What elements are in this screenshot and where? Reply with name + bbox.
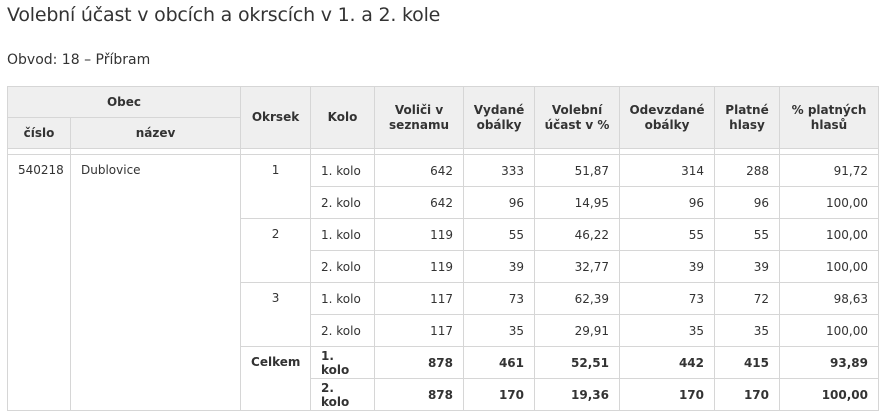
- vydane-cell: 39: [463, 250, 536, 283]
- okrsek-cell: Celkem: [240, 346, 312, 411]
- odevzdane-cell: 73: [619, 282, 716, 315]
- volici-cell: 642: [374, 154, 465, 187]
- ucast-cell: 52,51: [534, 346, 621, 379]
- header-pct-platnych: % platných hlasů: [779, 86, 880, 149]
- table-row: 540218 Dublovice 1 1. kolo 642 333 51,87 314 288…: [7, 154, 880, 411]
- pct-cell: 93,89: [779, 346, 880, 379]
- volici-cell: 119: [374, 218, 465, 251]
- total-row: Celkem 1. kolo 878 461 52,51 442 415 93,89: [8, 346, 880, 411]
- header-obec: Obec: [6, 86, 242, 118]
- platne-cell: 35: [714, 314, 781, 347]
- ucast-cell: 19,36: [534, 378, 621, 411]
- okrsek-cell: 1: [240, 154, 312, 219]
- platne-cell: 96: [714, 186, 781, 219]
- odevzdane-cell: 55: [619, 218, 716, 251]
- volici-cell: 878: [374, 346, 465, 379]
- obec-cislo: 540218: [7, 154, 71, 411]
- platne-cell: 415: [714, 346, 781, 379]
- volici-cell: 642: [374, 186, 465, 219]
- pct-cell: 98,63: [779, 282, 880, 315]
- volici-cell: 878: [374, 378, 465, 411]
- kolo-cell: 1. kolo: [310, 282, 376, 315]
- okrsek-cell: 3: [240, 282, 312, 347]
- table-row: 2. kolo 117 35 29,91 35 35 100,00: [8, 314, 880, 347]
- district-subtitle: Obvod: 18 – Příbram: [7, 52, 151, 68]
- pct-cell: 100,00: [779, 314, 880, 347]
- header-platne: Platné hlasy: [714, 86, 781, 149]
- kolo-cell: 2. kolo: [310, 186, 376, 219]
- header-volici: Voliči v seznamu: [374, 86, 465, 149]
- table-row: 3 1. kolo 117 73 62,39 73 72 98,63: [8, 282, 880, 347]
- vydane-cell: 333: [463, 154, 536, 187]
- vydane-cell: 35: [463, 314, 536, 347]
- header-vydane: Vydané obálky: [463, 86, 536, 149]
- platne-cell: 72: [714, 282, 781, 315]
- vydane-cell: 461: [463, 346, 536, 379]
- odevzdane-cell: 35: [619, 314, 716, 347]
- vydane-cell: 96: [463, 186, 536, 219]
- platne-cell: 55: [714, 218, 781, 251]
- platne-cell: 288: [714, 154, 781, 187]
- header-nazev: název: [69, 117, 242, 149]
- header-cislo: číslo: [7, 117, 71, 149]
- odevzdane-cell: 96: [619, 186, 716, 219]
- kolo-cell: 1. kolo: [310, 218, 376, 251]
- table-row: 2. kolo 119 39 32,77 39 39 100,00: [8, 250, 880, 283]
- odevzdane-cell: 442: [619, 346, 716, 379]
- vydane-cell: 73: [463, 282, 536, 315]
- vydane-cell: 55: [463, 218, 536, 251]
- platne-cell: 39: [714, 250, 781, 283]
- ucast-cell: 51,87: [534, 154, 621, 187]
- pct-cell: 100,00: [779, 250, 880, 283]
- page-title: Volební účast v obcích a okrscích v 1. a…: [7, 4, 441, 26]
- pct-cell: 100,00: [779, 218, 880, 251]
- odevzdane-cell: 39: [619, 250, 716, 283]
- pct-cell: 100,00: [779, 378, 880, 411]
- kolo-cell: 1. kolo: [310, 154, 376, 187]
- ucast-cell: 32,77: [534, 250, 621, 283]
- header-odevzdane: Odevzdané obálky: [619, 86, 716, 149]
- obec-nazev: Dublovice: [69, 154, 242, 411]
- kolo-cell: 2. kolo: [310, 378, 376, 411]
- kolo-cell: 1. kolo: [310, 346, 376, 379]
- ucast-cell: 62,39: [534, 282, 621, 315]
- ucast-cell: 29,91: [534, 314, 621, 347]
- odevzdane-cell: 170: [619, 378, 716, 411]
- pct-cell: 91,72: [779, 154, 880, 187]
- volici-cell: 119: [374, 250, 465, 283]
- table-row: 2 1. kolo 119 55 46,22 55 55 100,00: [8, 218, 880, 283]
- pct-cell: 100,00: [779, 186, 880, 219]
- kolo-cell: 2. kolo: [310, 250, 376, 283]
- volici-cell: 117: [374, 314, 465, 347]
- kolo-cell: 2. kolo: [310, 314, 376, 347]
- odevzdane-cell: 314: [619, 154, 716, 187]
- vydane-cell: 170: [463, 378, 536, 411]
- header-okrsek: Okrsek: [240, 86, 312, 149]
- platne-cell: 170: [714, 378, 781, 411]
- ucast-cell: 46,22: [534, 218, 621, 251]
- okrsek-cell: 2: [240, 218, 312, 283]
- volici-cell: 117: [374, 282, 465, 315]
- total-row: 2. kolo 878 170 19,36 170 170 100,00: [8, 378, 880, 411]
- header-kolo: Kolo: [310, 86, 376, 149]
- turnout-table: Obec Okrsek Kolo Voliči v seznamu Vydané…: [6, 86, 880, 411]
- header-ucast: Volební účast v %: [534, 86, 621, 149]
- ucast-cell: 14,95: [534, 186, 621, 219]
